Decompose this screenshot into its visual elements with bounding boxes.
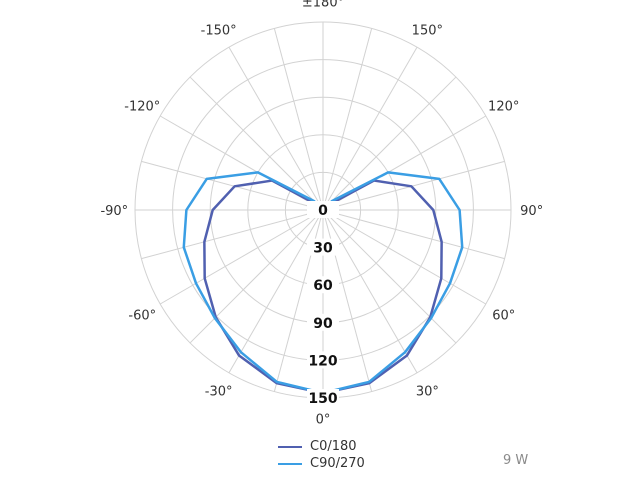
grid-spoke	[322, 28, 373, 211]
radial-label-bg	[307, 276, 339, 294]
radial-tick-label: 60	[313, 278, 333, 294]
angle-label: -90°	[100, 204, 128, 219]
radial-label-bg	[307, 313, 339, 331]
legend-swatch-c0-180	[278, 445, 302, 448]
radial-tick-label: 150	[308, 391, 337, 407]
angle-label: -60°	[128, 308, 156, 323]
grid-spoke	[141, 209, 324, 260]
radial-label-bg	[307, 201, 339, 218]
angle-label: -30°	[205, 385, 233, 400]
radial-tick-label: 90	[313, 316, 333, 332]
grid-spoke	[322, 209, 418, 374]
grid-spoke	[322, 76, 457, 211]
grid-spoke	[189, 209, 324, 344]
power-annotation: 9 W	[503, 453, 529, 468]
angle-label: -120°	[124, 100, 160, 115]
legend-label-c0-180: C0/180	[310, 439, 357, 454]
radial-tick-label: 120	[308, 353, 337, 369]
radial-labels: 0 30 60 90 120 150	[307, 201, 339, 407]
grid-spoke	[273, 28, 324, 211]
grid-spoke	[322, 160, 505, 211]
grid-spoke	[228, 209, 324, 374]
radial-label-bg	[307, 238, 339, 256]
angle-label: 90°	[520, 204, 543, 219]
grid-spoke	[189, 76, 324, 211]
grid-spoke	[322, 209, 505, 260]
grid-spoke	[141, 160, 324, 211]
grid-spoke	[228, 46, 324, 211]
grid-spoke	[322, 209, 487, 305]
legend-item-c0-180: C0/180	[278, 438, 365, 455]
angle-labels: 0° 30° 60° 90° 120° 150° ±180° -150° -120° -90° -6…	[100, 0, 543, 428]
radial-label-bg	[307, 351, 339, 369]
radial-tick-label: 30	[313, 241, 333, 257]
grid-spoke	[322, 209, 457, 344]
grid-spoke	[159, 209, 324, 305]
angle-label: 0°	[316, 413, 331, 428]
angle-label: 150°	[412, 23, 443, 38]
angle-label: 60°	[492, 308, 515, 323]
angle-label: 120°	[488, 100, 519, 115]
angle-label: 30°	[416, 385, 439, 400]
legend: C0/180 C90/270	[278, 438, 365, 472]
grid-spoke	[322, 46, 418, 211]
legend-item-c90-270: C90/270	[278, 455, 365, 472]
legend-label-c90-270: C90/270	[310, 456, 365, 471]
angle-label: ±180°	[302, 0, 344, 10]
angle-label: -150°	[201, 23, 237, 38]
radial-tick-label: 0	[318, 203, 328, 219]
radial-label-bg	[307, 389, 339, 406]
legend-swatch-c90-270	[278, 462, 302, 465]
